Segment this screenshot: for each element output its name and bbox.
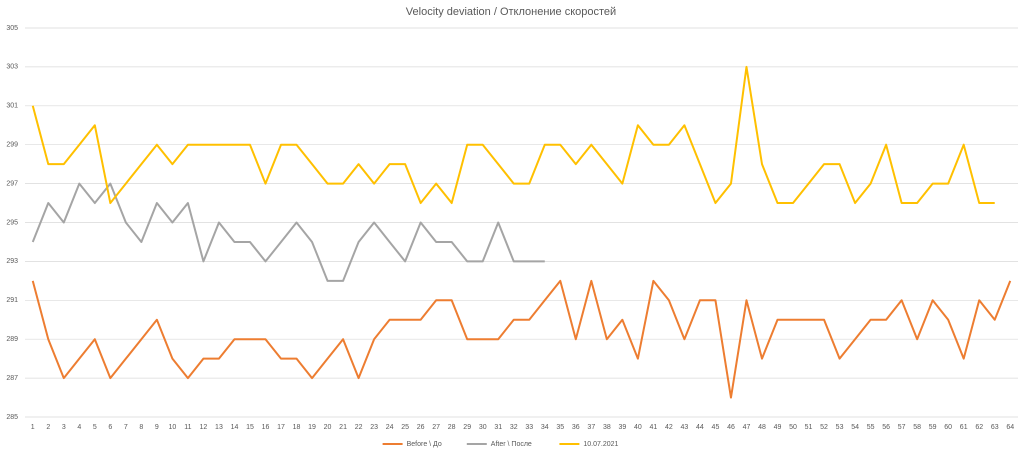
- x-tick-label: 40: [634, 424, 642, 431]
- x-tick-label: 20: [324, 424, 332, 431]
- x-tick-label: 61: [960, 424, 968, 431]
- x-tick-label: 39: [618, 424, 626, 431]
- series-line: [31, 182, 545, 282]
- y-tick-label: 295: [6, 219, 18, 226]
- y-tick-label: 293: [6, 258, 18, 265]
- x-tick-label: 1: [31, 424, 35, 431]
- x-tick-label: 8: [139, 424, 143, 431]
- x-tick-label: 11: [184, 424, 191, 431]
- x-tick-label: 59: [929, 424, 937, 431]
- x-tick-label: 4: [77, 424, 81, 431]
- x-tick-label: 56: [882, 424, 890, 431]
- legend-label: 10.07.2021: [583, 441, 618, 448]
- x-tick-label: 43: [681, 424, 689, 431]
- y-tick-label: 291: [6, 297, 18, 304]
- x-tick-label: 7: [124, 424, 128, 431]
- x-tick-label: 25: [401, 424, 409, 431]
- y-tick-label: 303: [6, 64, 18, 71]
- x-tick-label: 28: [448, 424, 456, 431]
- y-tick-label: 301: [6, 103, 18, 110]
- x-tick-label: 44: [696, 424, 704, 431]
- x-tick-label: 49: [774, 424, 782, 431]
- y-tick-label: 285: [6, 414, 18, 421]
- x-tick-label: 18: [293, 424, 301, 431]
- x-tick-label: 16: [262, 424, 270, 431]
- x-tick-label: 3: [62, 424, 66, 431]
- x-tick-label: 57: [898, 424, 906, 431]
- series-line: [31, 279, 1012, 399]
- x-tick-label: 10: [169, 424, 177, 431]
- x-tick-label: 17: [277, 424, 285, 431]
- x-tick-label: 58: [913, 424, 921, 431]
- x-tick-label: 47: [743, 424, 751, 431]
- x-tick-label: 13: [215, 424, 223, 431]
- x-tick-label: 35: [556, 424, 564, 431]
- y-tick-label: 289: [6, 336, 18, 343]
- y-tick-label: 287: [6, 375, 18, 382]
- x-tick-label: 41: [649, 424, 657, 431]
- x-tick-label: 30: [479, 424, 487, 431]
- x-tick-label: 27: [432, 424, 440, 431]
- x-tick-label: 45: [712, 424, 720, 431]
- x-tick-label: 15: [246, 424, 254, 431]
- x-tick-label: 48: [758, 424, 766, 431]
- x-tick-label: 54: [851, 424, 859, 431]
- x-tick-label: 50: [789, 424, 797, 431]
- x-tick-label: 63: [991, 424, 999, 431]
- x-tick-label: 38: [603, 424, 611, 431]
- x-tick-label: 52: [820, 424, 828, 431]
- x-tick-label: 21: [339, 424, 347, 431]
- x-tick-label: 31: [494, 424, 502, 431]
- x-tick-label: 2: [46, 424, 50, 431]
- x-tick-label: 53: [836, 424, 844, 431]
- x-tick-label: 19: [308, 424, 316, 431]
- x-tick-label: 46: [727, 424, 735, 431]
- chart-title: Velocity deviation / Отклонение скоросте…: [406, 6, 616, 18]
- x-tick-label: 14: [231, 424, 239, 431]
- x-tick-label: 51: [805, 424, 813, 431]
- x-tick-label: 6: [108, 424, 112, 431]
- x-tick-label: 9: [155, 424, 159, 431]
- y-tick-label: 305: [6, 25, 18, 32]
- x-tick-label: 34: [541, 424, 549, 431]
- x-tick-label: 12: [200, 424, 208, 431]
- x-tick-label: 62: [975, 424, 983, 431]
- x-tick-label: 36: [572, 424, 580, 431]
- series-line: [31, 65, 995, 205]
- x-tick-label: 32: [510, 424, 518, 431]
- legend-label: After \ После: [491, 441, 532, 448]
- x-tick-label: 55: [867, 424, 875, 431]
- x-tick-label: 23: [370, 424, 378, 431]
- x-tick-label: 24: [386, 424, 394, 431]
- x-tick-label: 29: [463, 424, 471, 431]
- x-tick-label: 26: [417, 424, 425, 431]
- x-tick-label: 64: [1006, 424, 1014, 431]
- x-tick-label: 22: [355, 424, 363, 431]
- y-tick-label: 299: [6, 142, 18, 149]
- x-tick-label: 42: [665, 424, 673, 431]
- x-tick-label: 37: [587, 424, 595, 431]
- x-tick-label: 60: [944, 424, 952, 431]
- x-tick-label: 33: [525, 424, 533, 431]
- y-tick-label: 297: [6, 180, 18, 187]
- x-tick-label: 5: [93, 424, 97, 431]
- legend-label: Before \ До: [407, 441, 442, 448]
